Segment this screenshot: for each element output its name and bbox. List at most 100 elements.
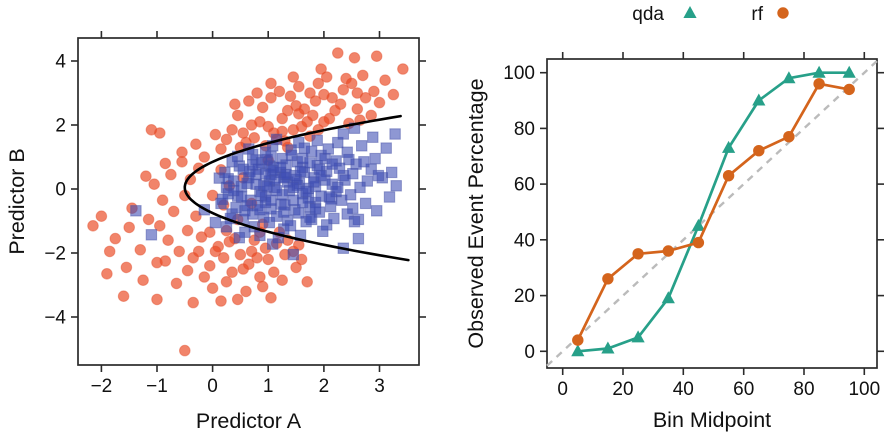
scatter-point-circle — [237, 127, 249, 139]
legend: qda rf — [632, 4, 789, 25]
scatter-point-circle — [231, 293, 244, 306]
scatter-point-square — [285, 149, 298, 162]
scatter-point-circle — [184, 173, 197, 186]
scatter-point-square — [359, 197, 372, 210]
scatter-point-square — [235, 191, 248, 203]
scatter-point-circle — [332, 47, 344, 59]
scatter-point-circle — [287, 124, 300, 136]
scatter-point-square — [305, 213, 318, 226]
scatter-point-circle — [265, 292, 277, 304]
scatter-point-square — [372, 169, 385, 182]
scatter-point-square — [261, 180, 273, 193]
x-tick-label: 3 — [374, 376, 385, 397]
rf-marker — [602, 273, 614, 285]
scatter-point-square — [309, 203, 322, 215]
scatter-point-circle — [329, 104, 341, 117]
scatter-point-circle — [340, 72, 352, 85]
scatter-point-circle — [276, 274, 289, 287]
x-tick-label: 2 — [319, 376, 330, 397]
qda-marker — [782, 71, 796, 84]
rf-marker — [722, 170, 735, 182]
scatter-point-circle — [245, 119, 258, 131]
scatter-point-circle — [251, 87, 263, 99]
scatter-point-circle — [165, 168, 177, 181]
scatter-point-circle — [293, 80, 305, 93]
qda-marker — [601, 341, 615, 354]
scatter-point-circle — [365, 109, 378, 122]
scatter-point-circle — [204, 226, 216, 238]
y-tick-label: −2 — [44, 244, 66, 265]
scatter-point-circle — [387, 88, 400, 101]
qda-line — [577, 71, 850, 353]
blue-square-points — [130, 122, 402, 261]
scatter-point-square — [369, 152, 381, 165]
y-tick-label: 100 — [503, 63, 535, 84]
scatter-point-square — [380, 142, 392, 154]
x-axis-label: Predictor A — [196, 409, 302, 433]
scatter-point-square — [294, 165, 307, 178]
scatter-point-square — [220, 221, 233, 233]
scatter-point-circle — [240, 285, 252, 298]
scatter-point-circle — [370, 50, 383, 63]
scatter-point-circle — [103, 245, 116, 258]
scatter-point-circle — [190, 210, 202, 222]
scatter-point-circle — [101, 268, 113, 280]
scatter-point-square — [332, 181, 344, 194]
scatter-point-circle — [181, 264, 194, 277]
scatter-point-square — [250, 178, 262, 190]
scatter-point-circle — [117, 290, 130, 303]
rf-series — [572, 78, 855, 346]
scatter-point-circle — [312, 77, 325, 90]
x-tick-label: 1 — [263, 376, 274, 397]
legend-qda-triangle-icon — [683, 6, 697, 18]
scatter-point-square — [209, 216, 222, 229]
x-axis-label: Bin Midpoint — [653, 408, 771, 432]
scatter-point-circle — [315, 63, 327, 75]
scatter-point-circle — [301, 276, 314, 288]
scatter-point-circle — [209, 245, 222, 258]
scatter-point-circle — [137, 274, 149, 287]
scatter-point-circle — [206, 282, 219, 295]
scatter-point-square — [324, 200, 337, 213]
rf-line — [576, 82, 850, 341]
scatter-point-square — [145, 229, 158, 241]
rf-marker — [692, 236, 705, 249]
qda-series — [571, 65, 856, 357]
scatter-point-square — [343, 153, 355, 166]
scatter-point-circle — [262, 253, 275, 266]
scatter-point-circle — [304, 87, 316, 99]
scatter-point-circle — [176, 156, 188, 168]
y-tick-label: 2 — [55, 116, 66, 137]
scatter-point-circle — [217, 251, 230, 264]
scatter-point-square — [284, 220, 297, 232]
scatter-point-circle — [151, 293, 163, 306]
scatter-point-circle — [351, 103, 364, 115]
legend-label-rf: rf — [751, 4, 763, 25]
y-tick-label: 60 — [514, 175, 535, 196]
x-tick-label: 80 — [793, 379, 814, 400]
scatter-point-circle — [154, 220, 166, 232]
plot-border — [546, 58, 878, 369]
x-tick-label: −2 — [91, 376, 113, 397]
scatter-point-square — [130, 205, 142, 217]
scatter-point-circle — [226, 266, 238, 279]
calibration-plot: 0 20 40 60 80 100 0 20 40 60 80 100 Bin Midpoint Obse… — [464, 4, 884, 432]
scatter-point-square — [216, 193, 229, 206]
scatter-point-circle — [251, 251, 263, 264]
y-tick-label: 40 — [514, 230, 535, 251]
scatter-point-square — [293, 207, 305, 219]
scatter-point-circle — [179, 344, 191, 357]
scatter-point-circle — [192, 245, 205, 258]
decision-boundary-curve — [183, 114, 410, 262]
scatter-point-circle — [397, 63, 409, 75]
scatter-point-circle — [223, 236, 236, 248]
scatter-point-circle — [379, 74, 391, 86]
x-tick-label: 40 — [673, 379, 694, 400]
scatter-point-square — [308, 176, 320, 188]
scatter-point-square — [322, 143, 335, 155]
scatter-point-square — [265, 150, 277, 163]
scatter-point-square — [386, 166, 398, 179]
scatter-point-square — [341, 208, 353, 220]
scatter-point-square — [383, 191, 396, 203]
x-tick-label: 60 — [733, 379, 754, 400]
